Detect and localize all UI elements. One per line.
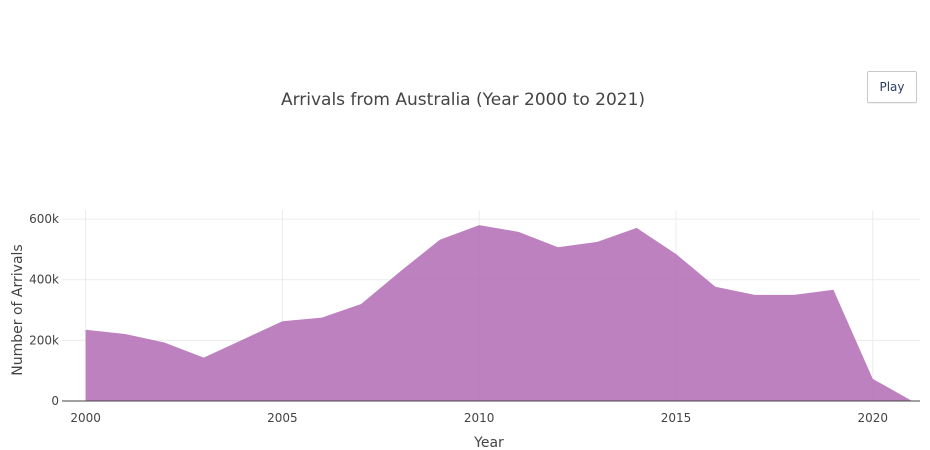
x-tick-label: 2010	[464, 411, 495, 425]
plot-area	[85, 225, 913, 401]
x-tick-label: 2015	[661, 411, 692, 425]
chart-title: Arrivals from Australia (Year 2000 to 20…	[281, 90, 645, 110]
y-tick-label: 600k	[29, 212, 59, 226]
x-tick-label: 2005	[267, 411, 298, 425]
y-axis-title: Number of Arrivals	[10, 244, 26, 375]
x-tick-label: 2020	[857, 411, 888, 425]
axes: 2000 2005 2010 2015 2020 0 200k 400k 600k	[29, 212, 920, 425]
x-axis-title: Year	[473, 435, 504, 450]
x-tick-label: 2000	[70, 411, 101, 425]
play-button[interactable]: Play	[867, 71, 917, 103]
y-tick-label: 400k	[29, 273, 59, 287]
area-series	[85, 225, 913, 401]
y-tick-label: 0	[51, 394, 59, 408]
y-tick-label: 200k	[29, 333, 59, 347]
